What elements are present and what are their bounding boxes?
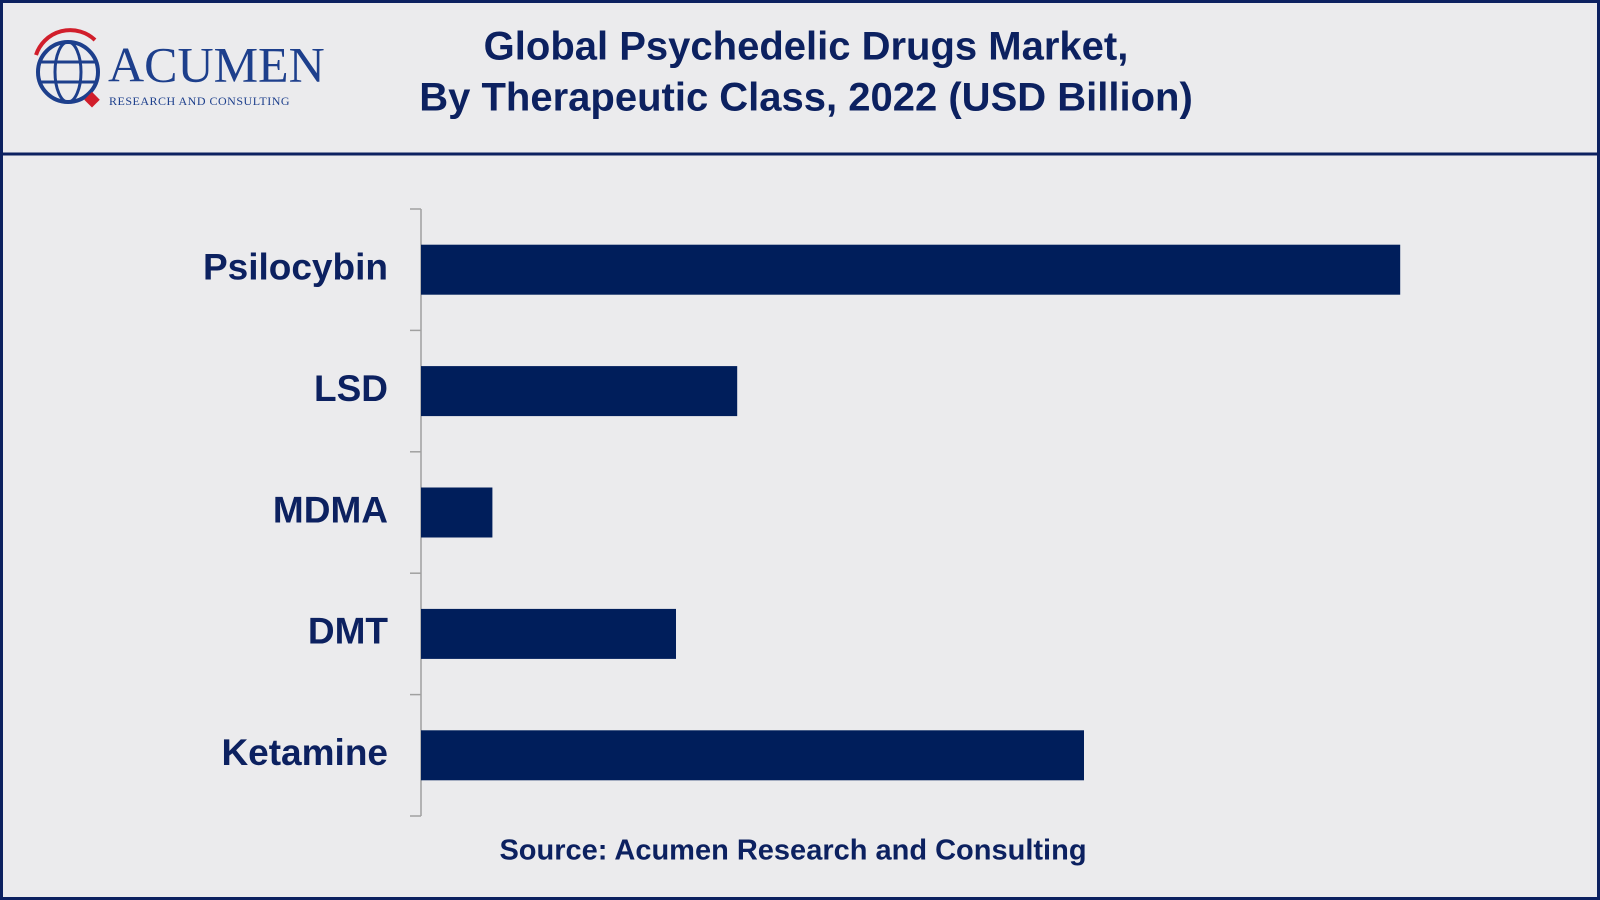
chart-title: By Therapeutic Class, 2022 (USD Billion) <box>419 76 1193 120</box>
category-label: MDMA <box>273 489 388 530</box>
bar <box>421 608 676 659</box>
logo-name: ACUMEN <box>108 36 325 92</box>
category-label: LSD <box>314 368 388 409</box>
bar <box>421 366 738 417</box>
logo-arc <box>34 28 97 56</box>
logo-tagline: RESEARCH AND CONSULTING <box>109 94 290 108</box>
source: Source: Acumen Research and Consulting <box>499 835 1086 867</box>
bar <box>421 244 1401 295</box>
chart-title: Global Psychedelic Drugs Market, <box>484 25 1129 69</box>
logo: ACUMEN RESEARCH AND CONSULTING <box>34 28 325 108</box>
bar <box>421 487 493 538</box>
category-label: Ketamine <box>221 732 388 773</box>
category-label: Psilocybin <box>203 246 388 287</box>
category-label: DMT <box>308 611 389 652</box>
logo-diamond <box>84 91 100 108</box>
logo-globe-meridian <box>53 40 83 104</box>
bar <box>421 730 1084 781</box>
